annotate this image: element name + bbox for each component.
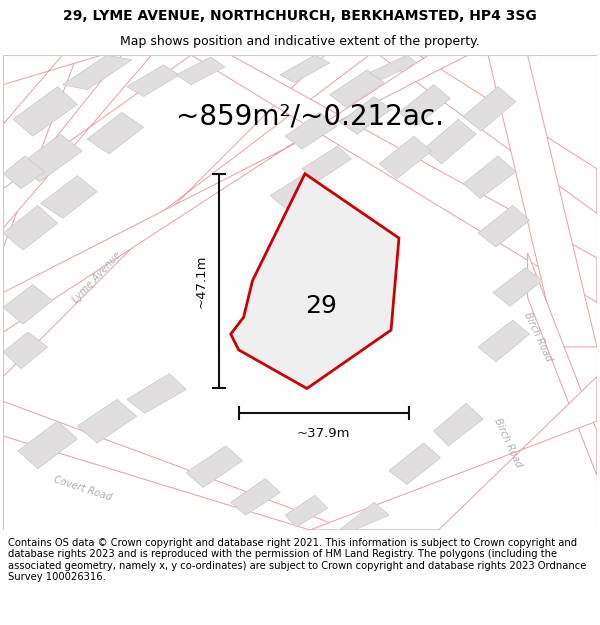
Polygon shape [3, 55, 122, 248]
Polygon shape [3, 55, 102, 124]
Polygon shape [399, 84, 451, 126]
Polygon shape [271, 172, 322, 208]
Polygon shape [3, 55, 191, 228]
Polygon shape [3, 284, 53, 324]
Polygon shape [310, 377, 597, 530]
Polygon shape [424, 119, 476, 164]
Polygon shape [3, 55, 369, 377]
Polygon shape [285, 496, 328, 527]
Text: Lyme Avenue: Lyme Avenue [71, 250, 123, 305]
Polygon shape [3, 332, 47, 369]
Text: Covert Road: Covert Road [52, 474, 113, 502]
Text: Birch Road: Birch Road [522, 311, 553, 363]
Polygon shape [231, 479, 280, 515]
Polygon shape [18, 134, 82, 182]
Polygon shape [3, 206, 58, 250]
Text: ~859m²/~0.212ac.: ~859m²/~0.212ac. [176, 102, 444, 131]
Polygon shape [340, 96, 391, 134]
Polygon shape [478, 320, 530, 362]
Polygon shape [389, 443, 440, 484]
Polygon shape [434, 403, 483, 446]
Polygon shape [329, 70, 384, 108]
Polygon shape [77, 399, 137, 443]
Polygon shape [463, 87, 516, 131]
Polygon shape [527, 253, 597, 476]
Polygon shape [3, 55, 468, 332]
Text: Map shows position and indicative extent of the property.: Map shows position and indicative extent… [120, 35, 480, 48]
Polygon shape [488, 55, 597, 347]
Text: 29, LYME AVENUE, NORTHCHURCH, BERKHAMSTED, HP4 3SG: 29, LYME AVENUE, NORTHCHURCH, BERKHAMSTE… [63, 9, 537, 24]
Polygon shape [62, 55, 132, 89]
Polygon shape [191, 55, 597, 302]
Polygon shape [13, 87, 77, 136]
Polygon shape [176, 57, 225, 84]
Polygon shape [3, 156, 44, 189]
Text: ~47.1m: ~47.1m [194, 254, 208, 308]
Polygon shape [231, 174, 399, 389]
Polygon shape [18, 421, 77, 469]
Polygon shape [127, 65, 179, 96]
Polygon shape [340, 503, 389, 530]
Polygon shape [186, 446, 242, 488]
Polygon shape [280, 55, 329, 82]
Polygon shape [41, 176, 97, 218]
Polygon shape [127, 374, 186, 413]
Polygon shape [478, 206, 530, 247]
Polygon shape [463, 156, 516, 199]
Polygon shape [302, 146, 352, 182]
Text: ~37.9m: ~37.9m [297, 426, 350, 439]
Polygon shape [379, 136, 431, 179]
Polygon shape [3, 401, 349, 530]
Text: Contains OS data © Crown copyright and database right 2021. This information is : Contains OS data © Crown copyright and d… [8, 538, 586, 582]
Polygon shape [369, 55, 417, 80]
Polygon shape [285, 112, 337, 149]
Text: 29: 29 [305, 294, 337, 319]
Polygon shape [379, 55, 597, 213]
Text: Birch Road: Birch Road [492, 417, 524, 469]
Polygon shape [493, 268, 542, 306]
Polygon shape [87, 112, 143, 154]
